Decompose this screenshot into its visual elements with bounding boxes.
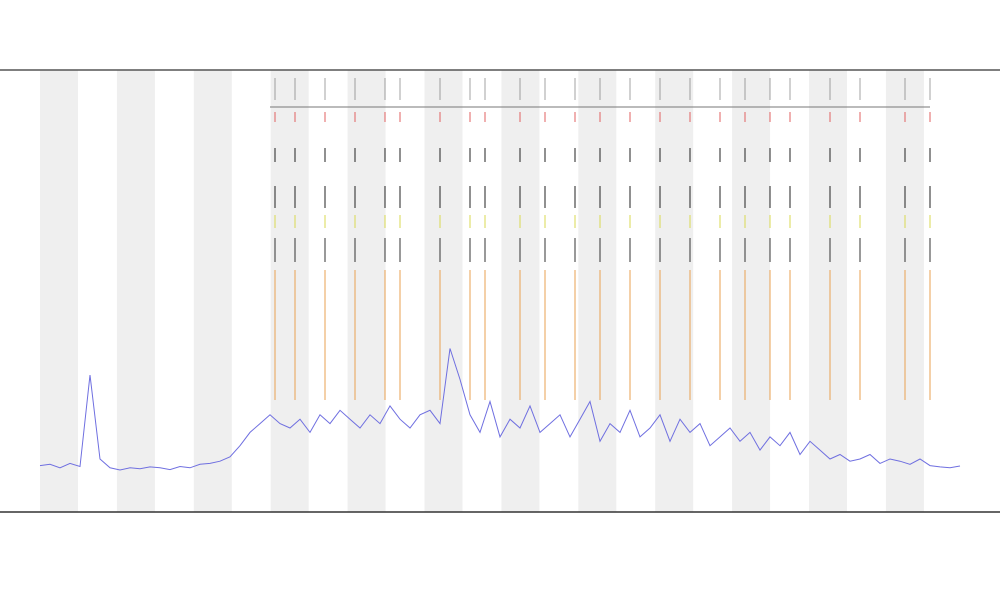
band: [424, 70, 463, 512]
band: [578, 70, 617, 512]
series-line: [39, 348, 961, 471]
band: [809, 70, 847, 512]
background-bands: [40, 70, 924, 512]
band: [193, 70, 232, 512]
band: [116, 70, 155, 512]
band: [655, 70, 694, 512]
band: [270, 70, 309, 512]
plot: [39, 78, 961, 471]
band: [40, 70, 78, 512]
band: [732, 70, 771, 512]
band: [347, 70, 386, 512]
